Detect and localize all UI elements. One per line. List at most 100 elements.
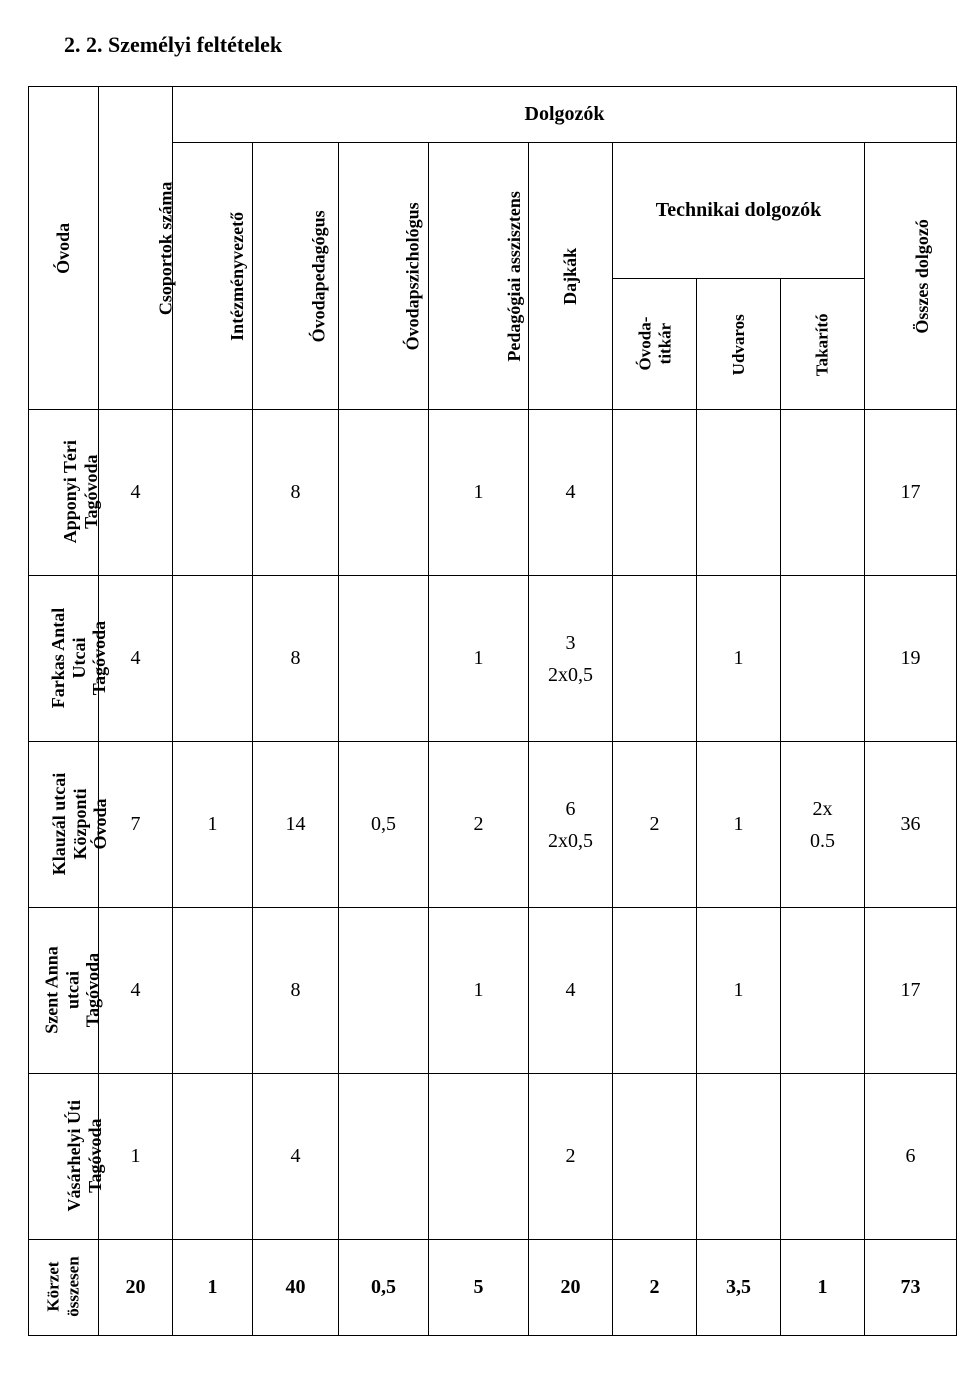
row-label-l2: Utcai bbox=[69, 637, 89, 678]
col-dajkak: Dajkák bbox=[560, 247, 581, 304]
col-udvaros: Udvaros bbox=[729, 314, 749, 375]
row-label-l1: Szent Anna bbox=[42, 946, 62, 1034]
col-osszes: Összes dolgozó bbox=[912, 219, 933, 334]
cell: 0,5 bbox=[339, 742, 429, 908]
col-ovodatitkar: Óvoda- titkár bbox=[635, 316, 674, 370]
cell-line: 2x bbox=[781, 793, 864, 825]
cell-line: 0.5 bbox=[781, 825, 864, 857]
cell-line: 6 bbox=[529, 793, 612, 825]
cell: 5 bbox=[429, 1240, 529, 1336]
cell: 4 bbox=[529, 908, 613, 1074]
cell bbox=[781, 410, 865, 576]
cell: 14 bbox=[253, 742, 339, 908]
row-label-l1: Farkas Antal bbox=[48, 608, 68, 709]
cell: 2 bbox=[429, 742, 529, 908]
row-label-l2: összesen bbox=[63, 1257, 82, 1317]
cell: 17 bbox=[865, 410, 957, 576]
cell bbox=[781, 908, 865, 1074]
cell: 1 bbox=[697, 576, 781, 742]
cell: 4 bbox=[99, 908, 173, 1074]
cell bbox=[613, 908, 697, 1074]
cell: 1 bbox=[173, 742, 253, 908]
cell bbox=[173, 908, 253, 1074]
row-label: Körzet összesen bbox=[44, 1257, 83, 1317]
cell: 36 bbox=[865, 742, 957, 908]
cell-line: 2x0,5 bbox=[529, 659, 612, 691]
row-label-l2: utcai bbox=[62, 971, 82, 1009]
cell: 1 bbox=[173, 1240, 253, 1336]
cell: 73 bbox=[865, 1240, 957, 1336]
cell bbox=[613, 576, 697, 742]
row-label: Apponyi Téri Tagóvoda bbox=[60, 440, 101, 543]
table-row: Szent Anna utcai Tagóvoda 4 8 1 4 1 17 bbox=[29, 908, 957, 1074]
row-label-l1: Klauzál utcai bbox=[49, 773, 69, 876]
cell-line: 3 bbox=[529, 627, 612, 659]
cell: 2 bbox=[613, 1240, 697, 1336]
cell: 6 2x0,5 bbox=[529, 742, 613, 908]
col-ovoda: Óvoda bbox=[53, 222, 74, 273]
row-label-l2: Központi bbox=[70, 788, 90, 859]
col-csoportok: Csoportok száma bbox=[155, 181, 176, 315]
cell: 1 bbox=[429, 410, 529, 576]
cell: 40 bbox=[253, 1240, 339, 1336]
table-row: Vásárhelyi Úti Tagóvoda 1 4 2 6 bbox=[29, 1074, 957, 1240]
col-dolgozok: Dolgozók bbox=[173, 87, 957, 143]
cell: 19 bbox=[865, 576, 957, 742]
cell: 1 bbox=[781, 1240, 865, 1336]
cell: 1 bbox=[697, 908, 781, 1074]
cell: 3 2x0,5 bbox=[529, 576, 613, 742]
col-takarito: Takarító bbox=[813, 313, 833, 376]
row-label: Szent Anna utcai Tagóvoda bbox=[42, 946, 104, 1034]
row-label-l1: Körzet bbox=[44, 1262, 63, 1312]
cell bbox=[781, 576, 865, 742]
row-label-l2: Tagóvoda bbox=[85, 1119, 105, 1193]
cell bbox=[173, 1074, 253, 1240]
cell: 1 bbox=[697, 742, 781, 908]
cell bbox=[613, 410, 697, 576]
table-row: Farkas Antal Utcai Tagóvoda 4 8 1 3 2x0,… bbox=[29, 576, 957, 742]
cell: 2 bbox=[529, 1074, 613, 1240]
cell: 20 bbox=[99, 1240, 173, 1336]
cell bbox=[173, 576, 253, 742]
row-label-l3: Tagóvoda bbox=[83, 953, 103, 1027]
cell: 17 bbox=[865, 908, 957, 1074]
cell: 4 bbox=[99, 410, 173, 576]
table-row: Apponyi Téri Tagóvoda 4 8 1 4 17 bbox=[29, 410, 957, 576]
cell bbox=[697, 410, 781, 576]
col-ped-assz: Pedagógiai asszisztens bbox=[504, 191, 525, 362]
cell: 8 bbox=[253, 576, 339, 742]
cell bbox=[339, 908, 429, 1074]
row-label: Klauzál utcai Központi Óvoda bbox=[49, 773, 111, 876]
cell: 4 bbox=[253, 1074, 339, 1240]
cell: 8 bbox=[253, 908, 339, 1074]
col-ovodatitkar-l2: titkár bbox=[655, 323, 674, 365]
table-row-total: Körzet összesen 20 1 40 0,5 5 20 2 3,5 1… bbox=[29, 1240, 957, 1336]
cell bbox=[339, 410, 429, 576]
cell bbox=[697, 1074, 781, 1240]
table-row: Klauzál utcai Központi Óvoda 7 1 14 0,5 … bbox=[29, 742, 957, 908]
section-title: 2. 2. Személyi feltételek bbox=[64, 32, 932, 58]
cell: 20 bbox=[529, 1240, 613, 1336]
col-ovodapedagogus: Óvodapedagógus bbox=[309, 210, 330, 342]
cell-line: 2x0,5 bbox=[529, 825, 612, 857]
row-label: Farkas Antal Utcai Tagóvoda bbox=[48, 608, 110, 709]
cell: 8 bbox=[253, 410, 339, 576]
cell bbox=[781, 1074, 865, 1240]
cell: 1 bbox=[429, 576, 529, 742]
row-label-l1: Vásárhelyi Úti bbox=[64, 1100, 84, 1212]
cell bbox=[613, 1074, 697, 1240]
cell: 4 bbox=[529, 410, 613, 576]
cell: 6 bbox=[865, 1074, 957, 1240]
cell: 2 bbox=[613, 742, 697, 908]
row-label-l3: Óvoda bbox=[91, 798, 111, 849]
cell: 1 bbox=[99, 1074, 173, 1240]
row-label-l1: Apponyi Téri bbox=[60, 440, 80, 543]
cell bbox=[339, 1074, 429, 1240]
row-label: Vásárhelyi Úti Tagóvoda bbox=[64, 1100, 105, 1212]
cell: 2x 0.5 bbox=[781, 742, 865, 908]
col-technikai: Technikai dolgozók bbox=[613, 143, 865, 279]
cell: 3,5 bbox=[697, 1240, 781, 1336]
row-label-l2: Tagóvoda bbox=[81, 455, 101, 529]
col-intezmenyvezeto: Intézményvezető bbox=[227, 211, 248, 340]
col-ovodatitkar-l1: Óvoda- bbox=[635, 316, 654, 370]
